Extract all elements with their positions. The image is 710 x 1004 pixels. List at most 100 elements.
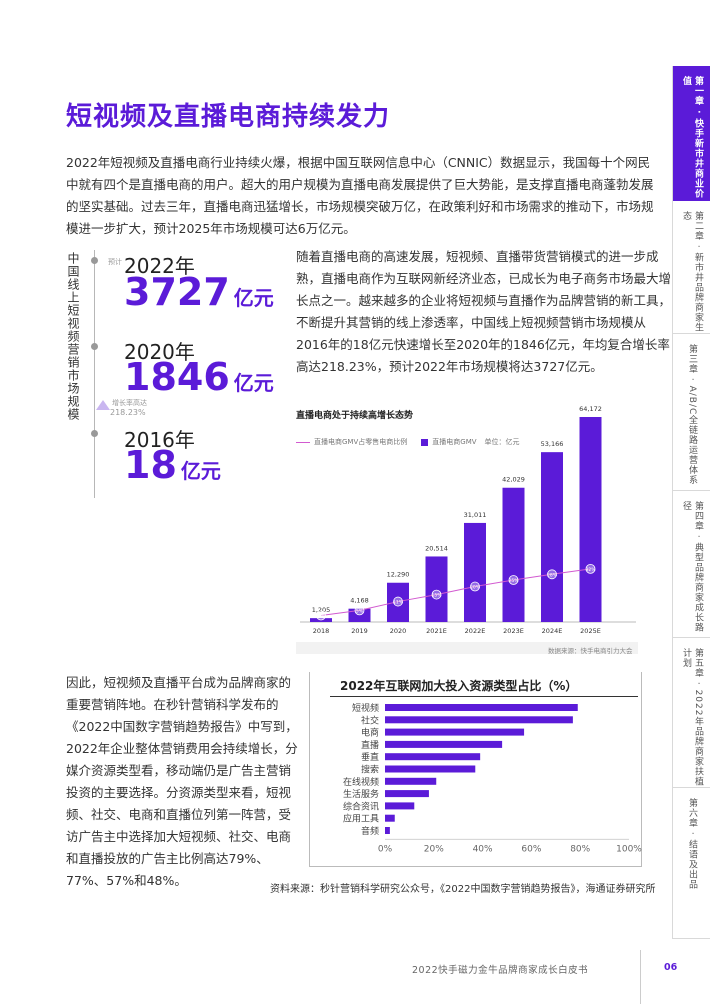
timeline-dot <box>91 430 98 437</box>
ratio-marker <box>316 610 326 621</box>
gmv-category-label: 2021E <box>426 627 447 635</box>
footer-divider <box>640 950 641 1004</box>
stat-value-2016: 18 亿元 <box>124 443 221 487</box>
legend-unit: 单位：亿元 <box>484 438 520 446</box>
gmv-value-label: 1,205 <box>312 606 331 614</box>
ratio-marker <box>393 596 403 607</box>
marketing-paragraph: 因此，短视频及直播平台成为品牌商家的重要营销阵地。在秒针营销科学发布的《2022… <box>66 675 298 888</box>
chapter-tab-5[interactable]: 第五章 · 2022年品牌商家扶植计划 <box>673 638 710 788</box>
gmv-value-label: 42,029 <box>502 476 525 484</box>
gmv-category-label: 2020 <box>390 627 407 635</box>
growth-triangle-icon <box>96 400 110 410</box>
resource-bar <box>385 716 573 724</box>
gmv-bar-chart: 1,205 2018 4,168 2019 12,290 2020 20,514 2021E 3… <box>300 405 636 635</box>
resource-bar <box>385 790 429 798</box>
ratio-marker <box>585 563 596 574</box>
stat-year: 2022年 <box>124 254 195 278</box>
timeline-dot <box>91 257 98 264</box>
resource-bar <box>385 802 415 810</box>
resource-bar <box>385 827 390 834</box>
resource-tick-label: 0% <box>378 844 393 854</box>
timeline-line <box>94 250 95 498</box>
chapter-tab-1[interactable]: 第一章 · 快手新市井商业价值 <box>673 66 710 201</box>
resource-bar <box>385 704 578 711</box>
resource-chart-frame <box>309 672 642 867</box>
footer-title: 2022快手磁力金牛品牌商家成长白皮书 <box>412 965 589 976</box>
ratio-label: 20% <box>470 585 481 591</box>
resource-category-label: 搜索 <box>361 764 379 776</box>
chapter-tab-2[interactable]: 第二章 · 新市井品牌商家生态 <box>673 201 710 334</box>
gmv-bar <box>541 452 563 622</box>
intro-paragraph: 2022年短视频及直播电商行业持续火爆，根据中国互联网信息中心（CNNIC）数据… <box>66 155 654 236</box>
gmv-bar <box>348 608 371 622</box>
resource-category-label: 综合资讯 <box>343 800 379 812</box>
gmv-category-label: 2022E <box>465 627 486 635</box>
chapter-tab-3[interactable]: 第三章 · A/B/C全链路运营体系 <box>673 334 710 491</box>
resource-category-label: 在线视频 <box>343 776 379 788</box>
gmv-bar <box>425 556 448 622</box>
ratio-marker <box>508 575 519 585</box>
ratio-label: 32% <box>585 567 596 573</box>
resource-category-label: 短视频 <box>352 702 379 714</box>
chapter-tab-6[interactable]: 第六章 · 结语及出品 <box>673 788 710 939</box>
cagr-label: 增长率高达 <box>112 399 147 407</box>
stat-year: 2020年 <box>124 340 195 364</box>
gmv-chart-source: 数据来源：快手电商引力大会 <box>548 647 633 655</box>
chapter-tab-label: 第二章 · 新市井品牌商家生态 <box>681 211 703 333</box>
resource-bar <box>385 814 395 822</box>
resource-tick-label: 20% <box>424 844 444 854</box>
resource-tick-label: 40% <box>473 844 493 854</box>
resource-bar <box>385 765 476 773</box>
legend-line-swatch <box>296 441 310 443</box>
stats-vertical-label: 中国线上短视频营销市场规模 <box>66 252 80 421</box>
ratio-label: 2% <box>317 614 325 620</box>
gmv-chart-legend: 直播电商GMV占零售电商比例 直播电商GMV 单位：亿元 <box>296 437 520 447</box>
resource-category-label: 直播 <box>361 739 379 751</box>
resource-tick-label: 60% <box>521 844 541 854</box>
gmv-chart-title: 直播电商处于持续高增长态势 <box>296 411 414 421</box>
chapter-tab-label: 第六章 · 结语及出品 <box>687 798 697 890</box>
legend-bar-swatch <box>421 438 429 446</box>
chapter-tab-label: 第三章 · A/B/C全链路运营体系 <box>687 344 697 486</box>
gmv-category-label: 2018 <box>313 627 330 635</box>
source-note: 资料来源：秒针营销科学研究公众号，《2022中国数字营销趋势报告》，海通证券研究… <box>270 884 656 895</box>
resource-tick-label: 80% <box>570 844 590 854</box>
gmv-category-label: 2024E <box>542 627 563 635</box>
chapter-tab-4[interactable]: 第四章 · 典型品牌商家成长路径 <box>673 491 710 638</box>
ratio-marker <box>470 581 480 592</box>
gmv-value-label: 64,172 <box>579 405 602 413</box>
gmv-bar <box>387 582 409 622</box>
cagr-value: 218.23% <box>110 408 146 417</box>
chapter-tab-label: 第一章 · 快手新市井商业价值 <box>681 76 703 199</box>
chart-source-band <box>296 642 638 654</box>
timeline-dot <box>91 343 98 350</box>
resource-bar <box>385 740 503 748</box>
resource-category-label: 社交 <box>361 714 379 726</box>
ratio-marker <box>547 569 557 580</box>
stat-value-2020: 1846 亿元 <box>124 355 274 399</box>
ratio-label: 15% <box>431 593 442 599</box>
resource-category-label: 垂直 <box>361 751 379 763</box>
gmv-value-label: 53,166 <box>541 440 564 448</box>
chapter-tab-label: 第四章 · 典型品牌商家成长路径 <box>681 501 703 633</box>
gmv-bar <box>502 487 525 622</box>
gmv-category-label: 2025E <box>580 627 601 635</box>
resource-tick-label: 100% <box>616 844 642 854</box>
page-number: 06 <box>664 962 678 973</box>
gmv-bar <box>464 522 486 622</box>
page-title: 短视频及直播电商持续发力 <box>66 102 391 132</box>
chapter-navigation: 第一章 · 快手新市井商业价值 第二章 · 新市井品牌商家生态第三章 · A/B/… <box>672 66 710 939</box>
resource-bar <box>385 753 481 761</box>
resource-category-label: 音频 <box>361 825 379 837</box>
resource-category-label: 电商 <box>361 727 379 739</box>
gmv-value-label: 12,290 <box>387 571 410 579</box>
legend-bar-label: 直播电商GMV <box>432 438 477 446</box>
resource-chart-rule <box>330 696 638 697</box>
resource-bar <box>385 728 525 736</box>
ratio-label: 28% <box>547 572 558 578</box>
ratio-label: 11% <box>393 600 404 606</box>
resource-category-label: 应用工具 <box>343 813 379 825</box>
gmv-category-label: 2023E <box>503 627 524 635</box>
ratio-label: 25% <box>508 578 519 584</box>
